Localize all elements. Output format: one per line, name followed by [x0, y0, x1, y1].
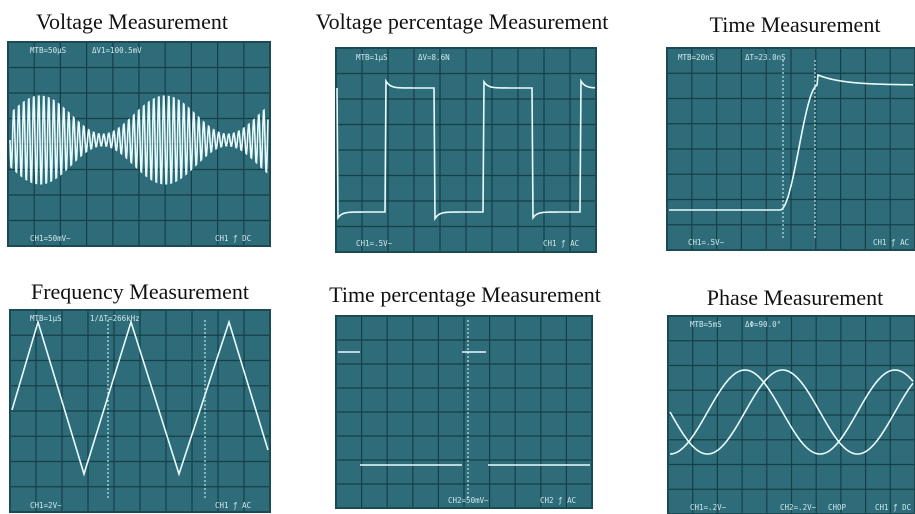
readout: MTB=20nS [678, 53, 715, 62]
readout: ΔT=23.0nS [745, 53, 786, 62]
page: Voltage Measurement Voltage percentage M… [0, 0, 915, 514]
readout: CH1=2V~ [30, 501, 62, 510]
readout: CH1 ƒ AC [873, 238, 909, 247]
panel-title: Time percentage Measurement [329, 282, 601, 307]
readout: ΔV1=100.5mV [92, 46, 142, 55]
readout: MTB=50μS [30, 46, 67, 55]
readout: MTB=1μS [30, 314, 62, 323]
readout: MTB=5mS [690, 320, 722, 329]
readout: CH1 ƒ DC [875, 503, 911, 512]
readout: CH1=.2V~ [690, 503, 727, 512]
readout: CH1=50mV~ [30, 234, 71, 243]
readout: CH1 ƒ AC [215, 501, 251, 510]
readout: ΔΦ=90.0° [745, 320, 781, 329]
panel-title: Voltage percentage Measurement [316, 9, 609, 34]
panel-title: Time Measurement [710, 12, 881, 37]
readout: ΔV=8.6N [418, 53, 450, 62]
panel-title: Voltage Measurement [36, 9, 228, 34]
readout: CH2 ƒ AC [540, 496, 576, 505]
readout: CH1 ƒ AC [543, 239, 579, 248]
readout: MTB=1μS [356, 53, 388, 62]
readout: CH2=.2V~ [780, 503, 817, 512]
readout: CH1=.5V~ [356, 239, 393, 248]
readout: CHOP [828, 503, 847, 512]
readout: CH1 ƒ DC [215, 234, 251, 243]
readout: 1/ΔT=266kHz [90, 314, 140, 323]
readout: CH2=50mV~ [448, 496, 489, 505]
panel-title: Phase Measurement [707, 285, 884, 310]
panel-title: Frequency Measurement [31, 279, 249, 304]
readout: CH1=.5V~ [688, 238, 725, 247]
